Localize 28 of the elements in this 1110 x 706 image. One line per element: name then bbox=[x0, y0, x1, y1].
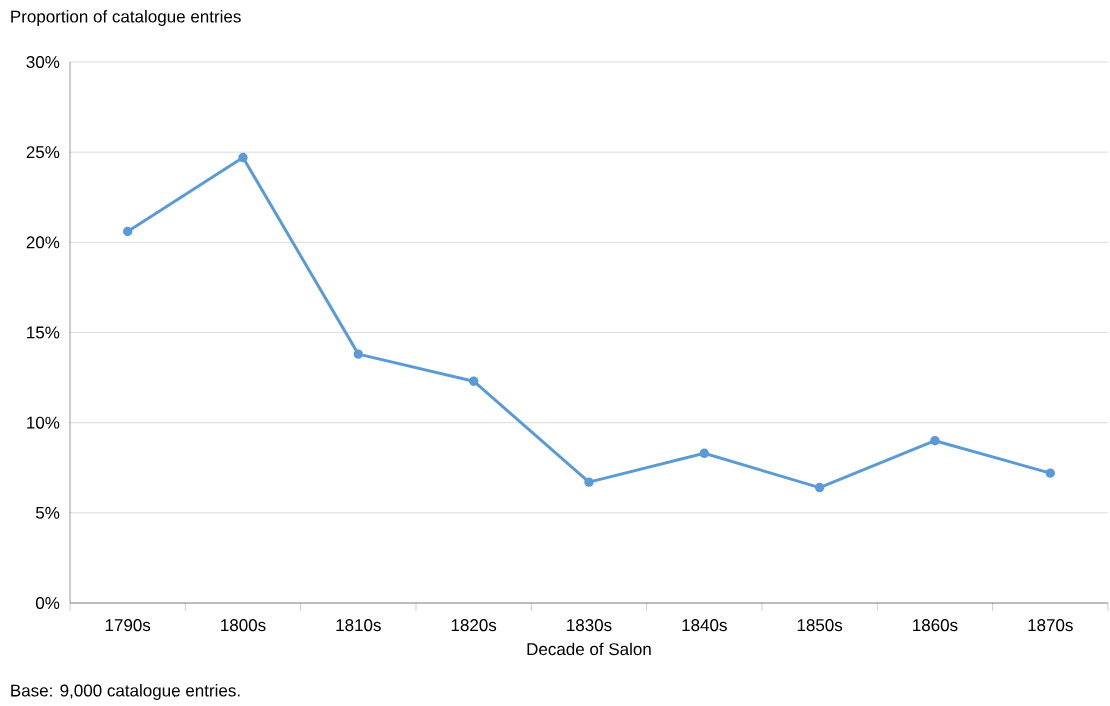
point bbox=[584, 477, 594, 487]
point bbox=[468, 376, 479, 386]
x-tick-label: 1790s bbox=[105, 619, 151, 632]
y-tick-label: 25% bbox=[26, 146, 60, 159]
point bbox=[122, 226, 133, 237]
y-tick-label: 20% bbox=[26, 236, 60, 249]
point bbox=[1045, 468, 1055, 478]
x-tick-label: 1800s bbox=[221, 619, 266, 632]
x-tick-label: 1850s bbox=[797, 619, 843, 632]
x-tick-label: 1860s bbox=[913, 619, 958, 632]
x-tick-label: 1830s bbox=[567, 619, 612, 632]
y-tick-label: 5% bbox=[35, 506, 60, 519]
y-tick-label: 0% bbox=[35, 596, 60, 610]
x-axis-title: Decade of Salon bbox=[527, 642, 651, 656]
point bbox=[353, 349, 364, 359]
x-tick-label: 1820s bbox=[451, 619, 497, 632]
point bbox=[699, 448, 709, 459]
x-tick-label: 1840s bbox=[682, 619, 727, 632]
point bbox=[930, 435, 940, 446]
x-tick-label: 1810s bbox=[336, 619, 381, 632]
x-tick-label: 1870s bbox=[1028, 619, 1073, 632]
point bbox=[814, 482, 825, 493]
y-tick-label: 15% bbox=[27, 326, 60, 339]
point bbox=[238, 152, 248, 163]
text: Base: 9,000 catalogue entries. bbox=[11, 684, 240, 700]
y-tick-label: 30% bbox=[26, 55, 60, 69]
y-axis-title: Proportion of catalogue entries bbox=[11, 10, 241, 26]
y-tick-label: 10% bbox=[27, 416, 60, 429]
